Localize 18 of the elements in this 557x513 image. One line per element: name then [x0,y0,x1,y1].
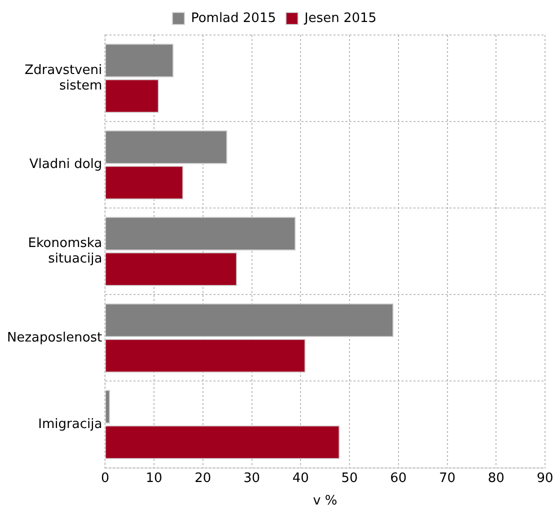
legend-label: Pomlad 2015 [190,10,276,26]
x-tick-label: 50 [341,470,358,486]
x-tick-label: 80 [488,470,504,486]
x-tick-label: 20 [194,470,212,486]
legend-label: Jesen 2015 [303,10,377,26]
x-tick-label: 70 [438,470,456,486]
x-tick-label: 40 [292,470,309,486]
x-tick-label: 60 [390,470,407,486]
x-tick-label: 10 [146,470,162,486]
x-tick-label: 90 [536,470,554,486]
x-tick-label: 0 [101,470,110,486]
y-tick-label: Ekonomska situacija [28,236,102,267]
y-tick-label: Zdravstveni sistem [24,62,102,94]
x-tick-label: 30 [244,470,260,486]
y-tick-label: Imigracija [38,416,102,432]
y-tick-label: Vladni dolg [29,157,102,172]
y-tick-label: Nezaposlenost [6,330,102,346]
x-axis-title: v % [312,494,338,509]
